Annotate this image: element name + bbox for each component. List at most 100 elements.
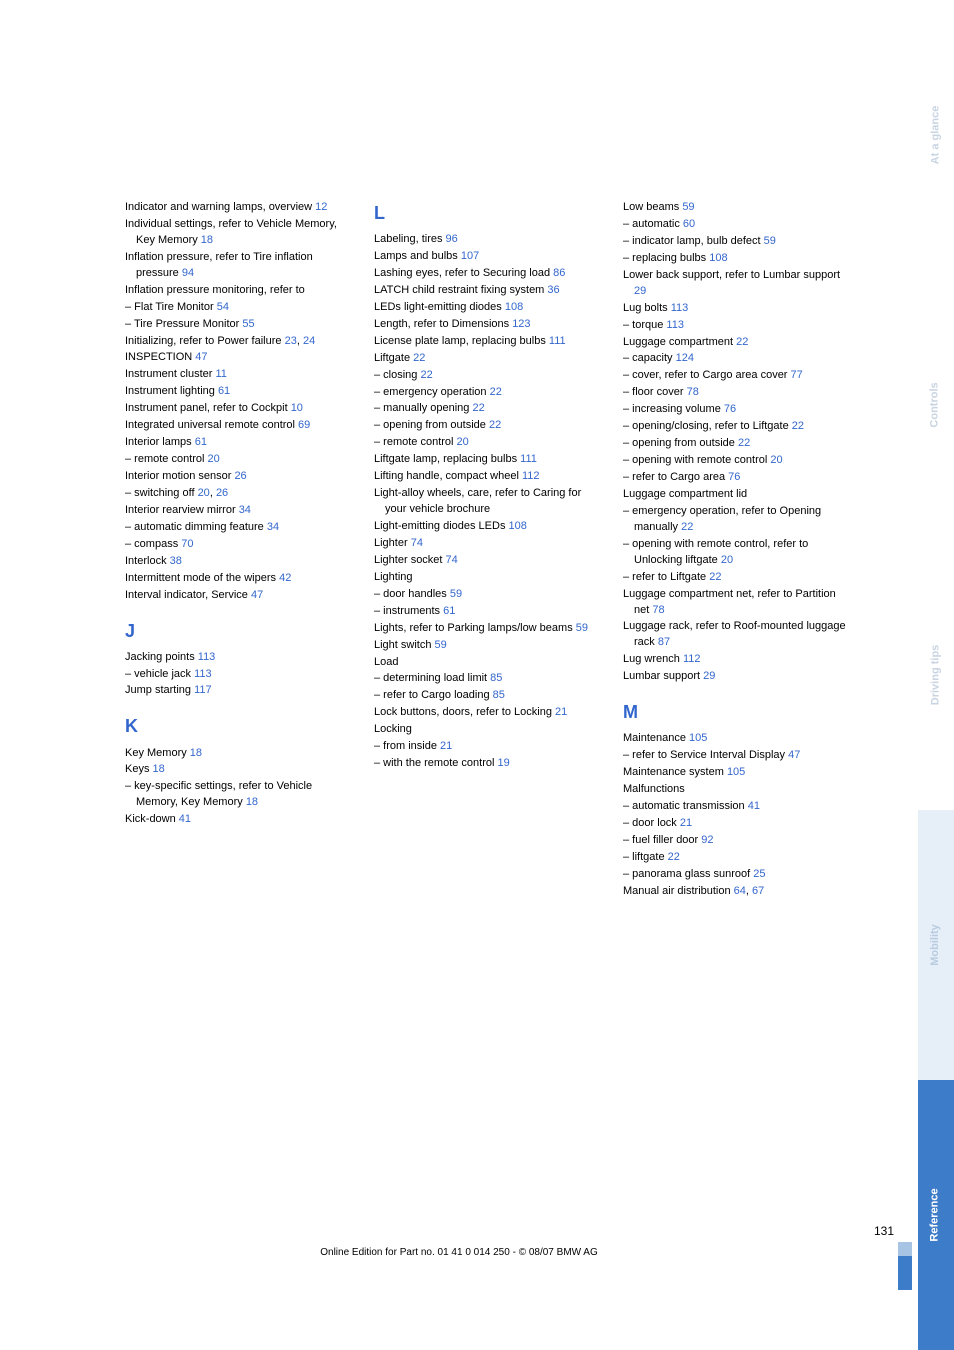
page-link[interactable]: 25 bbox=[753, 868, 765, 880]
side-tab-driving-tips[interactable]: Driving tips bbox=[918, 540, 954, 810]
page-link[interactable]: 59 bbox=[435, 639, 447, 651]
page-link[interactable]: 22 bbox=[792, 420, 804, 432]
page-link[interactable]: 67 bbox=[752, 885, 764, 897]
page-link[interactable]: 47 bbox=[195, 351, 207, 363]
page-link[interactable]: 47 bbox=[251, 589, 263, 601]
page-link[interactable]: 18 bbox=[153, 763, 165, 775]
page-link[interactable]: 42 bbox=[279, 572, 291, 584]
page-link[interactable]: 19 bbox=[498, 757, 510, 769]
page-link[interactable]: 20 bbox=[770, 454, 782, 466]
page-link[interactable]: 64 bbox=[734, 885, 746, 897]
page-link[interactable]: 20 bbox=[457, 436, 469, 448]
page-link[interactable]: 21 bbox=[555, 706, 567, 718]
page-link[interactable]: 92 bbox=[701, 834, 713, 846]
side-tab-reference[interactable]: Reference bbox=[918, 1080, 954, 1350]
page-link[interactable]: 59 bbox=[682, 201, 694, 213]
entry-label: Jacking points bbox=[125, 651, 198, 663]
page-link[interactable]: 87 bbox=[658, 636, 670, 648]
page-link[interactable]: 41 bbox=[179, 813, 191, 825]
page-link[interactable]: 12 bbox=[315, 201, 327, 213]
page-link[interactable]: 20 bbox=[208, 453, 220, 465]
page-link[interactable]: 20 bbox=[198, 487, 210, 499]
page-link[interactable]: 55 bbox=[242, 318, 254, 330]
page-link[interactable]: 61 bbox=[443, 605, 455, 617]
page-link[interactable]: 23 bbox=[285, 335, 297, 347]
page-link[interactable]: 78 bbox=[687, 386, 699, 398]
page-link[interactable]: 22 bbox=[681, 521, 693, 533]
page-link[interactable]: 113 bbox=[194, 668, 212, 680]
page-link[interactable]: 20 bbox=[721, 554, 733, 566]
page-link[interactable]: 69 bbox=[298, 419, 310, 431]
page-link[interactable]: 11 bbox=[215, 368, 226, 380]
page-link[interactable]: 18 bbox=[190, 747, 202, 759]
page-link[interactable]: 94 bbox=[182, 267, 194, 279]
page-link[interactable]: 108 bbox=[509, 520, 527, 532]
page-link[interactable]: 85 bbox=[493, 689, 505, 701]
page-link[interactable]: 70 bbox=[181, 538, 193, 550]
page-link[interactable]: 22 bbox=[738, 437, 750, 449]
page-link[interactable]: 22 bbox=[709, 571, 721, 583]
page-link[interactable]: 76 bbox=[728, 471, 740, 483]
page-link[interactable]: 59 bbox=[450, 588, 462, 600]
page-link[interactable]: 85 bbox=[490, 672, 502, 684]
page-link[interactable]: 78 bbox=[652, 604, 664, 616]
page-link[interactable]: 22 bbox=[413, 352, 425, 364]
side-tab-mobility[interactable]: Mobility bbox=[918, 810, 954, 1080]
page-link[interactable]: 24 bbox=[303, 335, 315, 347]
page-link[interactable]: 123 bbox=[512, 318, 530, 330]
page-link[interactable]: 54 bbox=[217, 301, 229, 313]
page-link[interactable]: 18 bbox=[246, 796, 258, 808]
page-link[interactable]: 29 bbox=[634, 285, 646, 297]
page-link[interactable]: 22 bbox=[490, 386, 502, 398]
page-link[interactable]: 117 bbox=[194, 684, 212, 696]
page-link[interactable]: 22 bbox=[420, 369, 432, 381]
page-link[interactable]: 105 bbox=[727, 766, 745, 778]
page-link[interactable]: 22 bbox=[472, 402, 484, 414]
page-link[interactable]: 22 bbox=[668, 851, 680, 863]
page-link[interactable]: 77 bbox=[791, 369, 803, 381]
page-link[interactable]: 96 bbox=[446, 233, 458, 245]
index-entry: Lifting handle, compact wheel 112 bbox=[374, 469, 605, 485]
page-link[interactable]: 108 bbox=[505, 301, 523, 313]
page-link[interactable]: 61 bbox=[218, 385, 230, 397]
page-link[interactable]: 22 bbox=[736, 336, 748, 348]
page-link[interactable]: 26 bbox=[234, 470, 246, 482]
page-link[interactable]: 112 bbox=[522, 470, 540, 482]
page-link[interactable]: 34 bbox=[239, 504, 251, 516]
page-link[interactable]: 60 bbox=[683, 218, 695, 230]
page-link[interactable]: 21 bbox=[680, 817, 692, 829]
page-link[interactable]: 61 bbox=[195, 436, 207, 448]
page-link[interactable]: 22 bbox=[489, 419, 501, 431]
page-link[interactable]: 18 bbox=[201, 234, 213, 246]
index-entry: Jacking points 113 bbox=[125, 650, 356, 666]
page-link[interactable]: 113 bbox=[198, 651, 216, 663]
page-link[interactable]: 36 bbox=[547, 284, 559, 296]
page-link[interactable]: 76 bbox=[724, 403, 736, 415]
page-link[interactable]: 59 bbox=[576, 622, 588, 634]
page-link[interactable]: 21 bbox=[440, 740, 452, 752]
page-link[interactable]: 74 bbox=[446, 554, 458, 566]
side-tab-at-a-glance[interactable]: At a glance bbox=[918, 0, 954, 270]
page-link[interactable]: 41 bbox=[748, 800, 760, 812]
page-link[interactable]: 59 bbox=[764, 235, 776, 247]
page-link[interactable]: 29 bbox=[703, 670, 715, 682]
side-tab-controls[interactable]: Controls bbox=[918, 270, 954, 540]
page-link[interactable]: 111 bbox=[520, 453, 537, 465]
page-link[interactable]: 111 bbox=[549, 335, 566, 347]
page-link[interactable]: 112 bbox=[683, 653, 701, 665]
page-link[interactable]: 113 bbox=[671, 302, 689, 314]
page-link[interactable]: 26 bbox=[216, 487, 228, 499]
page-link[interactable]: 113 bbox=[666, 319, 684, 331]
page-link[interactable]: 74 bbox=[411, 537, 423, 549]
page-link[interactable]: 108 bbox=[709, 252, 727, 264]
page-link[interactable]: 124 bbox=[676, 352, 694, 364]
page-link[interactable]: 105 bbox=[689, 732, 707, 744]
page-link[interactable]: 38 bbox=[170, 555, 182, 567]
page-link[interactable]: 10 bbox=[291, 402, 303, 414]
page-link[interactable]: 47 bbox=[788, 749, 800, 761]
page-link[interactable]: 86 bbox=[553, 267, 565, 279]
page-link[interactable]: 34 bbox=[267, 521, 279, 533]
index-columns: Indicator and warning lamps, overview 12… bbox=[125, 200, 854, 901]
page-link[interactable]: 107 bbox=[461, 250, 479, 262]
index-entry: – refer to Liftgate 22 bbox=[623, 570, 854, 586]
